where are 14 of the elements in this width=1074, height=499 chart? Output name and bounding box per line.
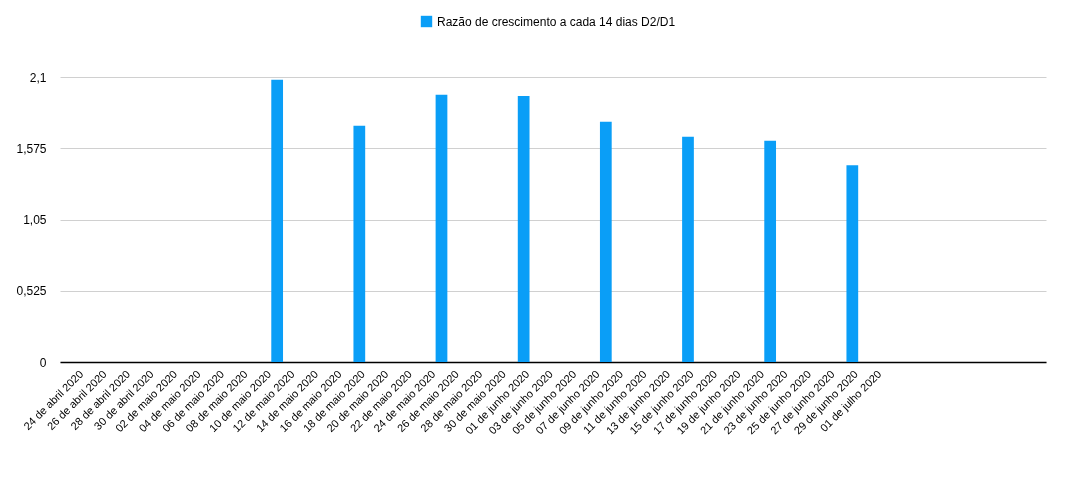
y-tick-label: 1,05 [23, 213, 47, 227]
y-tick-label: 2,1 [29, 70, 47, 85]
y-tick-label: 0 [39, 355, 47, 370]
y-tick-label: 0,525 [16, 284, 47, 299]
bar [517, 96, 530, 362]
legend-label: Razão de crescimento a cada 14 dias D2/D1 [437, 14, 676, 29]
bar [271, 79, 284, 362]
bar [764, 140, 777, 362]
bar [682, 136, 694, 362]
y-tick-label: 1,575 [16, 141, 47, 156]
bar [353, 125, 366, 362]
bar [846, 165, 859, 362]
bar [435, 94, 448, 362]
bar [599, 121, 612, 362]
